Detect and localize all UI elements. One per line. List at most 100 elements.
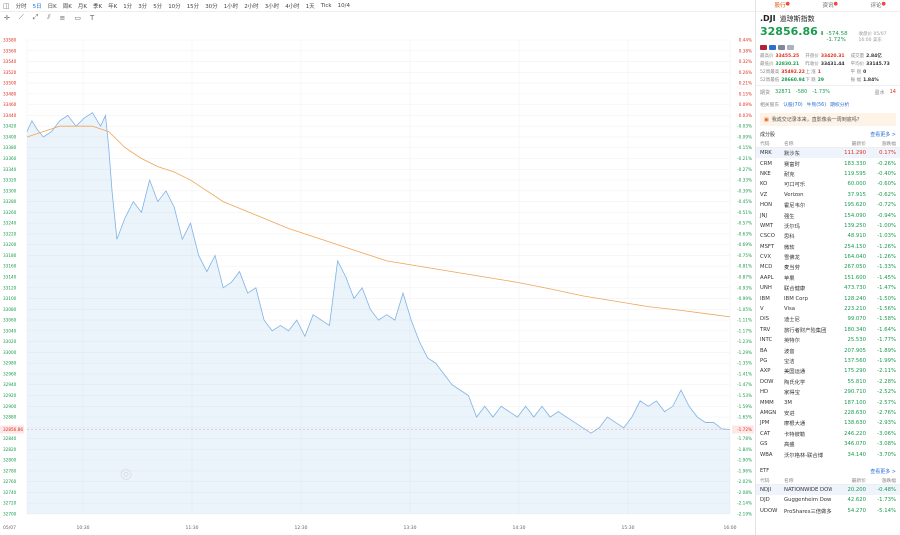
intraday-chart[interactable]: 33580 0.44% 33560 0.38% 33540 0.32% 33520 0.26%… [0, 24, 755, 535]
table-row[interactable]: VZ Verizon 37.915 -0.62% [756, 190, 900, 200]
tab-2[interactable]: 评论 ● [852, 0, 900, 11]
table-row[interactable]: CRM 赛富时 183.330 -0.26% [756, 158, 900, 168]
shape-tool-icon[interactable]: ▭ [74, 13, 82, 22]
table-row[interactable]: WMT 沃尔玛 139.250 -1.00% [756, 221, 900, 231]
tab-1[interactable]: 资讯 ● [804, 0, 852, 11]
table-row[interactable]: BA 波音 207.905 -1.89% [756, 345, 900, 355]
pct-tick-label: -2.14% [737, 501, 752, 506]
timeframe-15[interactable]: 3小时 [264, 3, 280, 10]
toolbar-extra-1[interactable]: Tick [320, 2, 332, 9]
row-name: ProShares三倍做多 [784, 508, 832, 515]
table-row[interactable]: JNJ 强生 154.090 -0.94% [756, 210, 900, 220]
timeframe-3[interactable]: 周K [62, 3, 72, 10]
table-row[interactable]: UNH 联合健康 473.730 -1.47% [756, 283, 900, 293]
ray-tool-icon[interactable]: ⤢ [32, 13, 39, 21]
table-row[interactable]: V Visa 223.210 -1.56% [756, 304, 900, 314]
price-tick-label: 33360 [3, 156, 17, 161]
price-tick-label: 32880 [3, 415, 17, 420]
table-row[interactable]: NKE 耐克 119.595 -0.40% [756, 169, 900, 179]
table-row[interactable]: CSCO 思科 48.910 -1.03% [756, 231, 900, 241]
table-row[interactable]: INTC 英特尔 25.530 -1.77% [756, 335, 900, 345]
watermark: ◎ [120, 466, 133, 482]
watch-icon[interactable] [769, 45, 776, 50]
table-row[interactable]: KO 可口可乐 60.000 -0.60% [756, 179, 900, 189]
table-row[interactable]: MCD 麦当劳 267.050 -1.33% [756, 262, 900, 272]
timeframe-10[interactable]: 10分 [168, 3, 181, 10]
timeframe-12[interactable]: 30分 [205, 3, 218, 10]
timeframe-2[interactable]: 日K [47, 3, 57, 10]
timeframe-16[interactable]: 4小时 [285, 3, 300, 10]
related-links: 相关股东 认股(70) 牛熊(56) 期权分析 [756, 99, 900, 110]
related-link-2[interactable]: 牛熊(56) [806, 103, 827, 108]
table-row[interactable]: HON 霍尼韦尔 195.620 -0.72% [756, 200, 900, 210]
row-change: -1.00% [877, 222, 896, 229]
table-row[interactable]: DJD Guggenheim Dow 42.620 -1.73% [756, 495, 900, 505]
column-header[interactable]: 最新价 [851, 142, 866, 147]
pct-tick-label: -1.29% [737, 350, 752, 355]
related-link-1[interactable]: 认股(70) [783, 103, 803, 108]
etf-more-link[interactable]: 查看更多 > [870, 468, 896, 475]
toolbar-extra-0[interactable]: 1天 [305, 3, 315, 10]
stat-value: 0 [863, 70, 867, 75]
table-row[interactable]: UDOW ProShares三倍做多 54.270 -5.14% [756, 506, 900, 516]
table-row[interactable]: DIS 迪士尼 99.070 -1.58% [756, 314, 900, 324]
timeframe-4[interactable]: 月K [77, 3, 87, 10]
table-row[interactable]: CAT 卡特彼勒 246.220 -3.06% [756, 429, 900, 439]
channel-tool-icon[interactable]: ⫽ [47, 13, 51, 21]
table-row[interactable]: GS 高盛 346.070 -3.08% [756, 439, 900, 449]
toolbar-extra-2[interactable]: 10/4 [337, 2, 350, 9]
row-name: 波音 [784, 348, 795, 355]
timeframe-0[interactable]: 分时 [15, 3, 27, 10]
fib-tool-icon[interactable]: ≡ [59, 13, 66, 22]
draw-icon[interactable]: ◫ [3, 1, 10, 10]
table-row[interactable]: PG 宝洁 137.560 -1.99% [756, 356, 900, 366]
line-tool-icon[interactable]: ⟋ [18, 13, 24, 21]
constituents-more-link[interactable]: 查看更多 > [870, 132, 896, 138]
column-header[interactable]: 代码 [760, 142, 770, 147]
timeframe-7[interactable]: 1分 [123, 3, 133, 10]
column-header[interactable]: 名称 [784, 478, 794, 484]
column-header[interactable]: 涨跌幅 [881, 142, 896, 147]
timeframe-5[interactable]: 季K [92, 3, 103, 10]
timeframe-8[interactable]: 3分 [138, 3, 148, 10]
crosshair-icon[interactable]: ✛ [4, 13, 10, 22]
table-row[interactable]: IBM IBM Corp 128.240 -1.50% [756, 293, 900, 303]
column-header[interactable]: 涨跌幅 [881, 478, 896, 484]
share-icon[interactable] [787, 45, 794, 50]
price-tick-label: 33140 [3, 275, 17, 280]
alert-icon[interactable] [778, 45, 785, 50]
column-header[interactable]: 名称 [784, 142, 794, 147]
timeframe-9[interactable]: 5分 [153, 3, 163, 10]
table-row[interactable]: AXP 美国运通 175.290 -2.11% [756, 366, 900, 376]
timeframe-13[interactable]: 1小时 [223, 3, 239, 10]
related-link-3[interactable]: 期权分析 [830, 103, 850, 108]
table-row[interactable]: MMM 3M 187.100 -2.57% [756, 397, 900, 407]
related-link-0[interactable]: 相关股东 [760, 103, 780, 108]
table-row[interactable]: MSFT 微软 254.150 -1.26% [756, 242, 900, 252]
table-row[interactable]: AAPL 苹果 151.600 -1.45% [756, 273, 900, 283]
column-header[interactable]: 代码 [760, 478, 770, 484]
timeframe-6[interactable]: 年K [108, 3, 118, 10]
table-row[interactable]: NDJI NATIONWIDE DOW 20.200 -0.48% [756, 484, 900, 496]
table-row[interactable]: AMGN 安进 228.630 -2.76% [756, 408, 900, 418]
pct-tick-label: -1.47% [737, 382, 752, 387]
column-header[interactable]: 最新价 [851, 478, 866, 484]
row-price: 20.200 [847, 486, 866, 493]
row-price: 207.905 [844, 347, 866, 354]
notice-banner[interactable]: ▣ 我成交记录本来，直影像会一周到底吗？ [760, 113, 896, 126]
row-code: AXP [760, 368, 771, 375]
table-row[interactable]: DOW 陶氏化学 55.810 -2.28% [756, 377, 900, 387]
timeframe-1[interactable]: 5日 [32, 3, 42, 10]
tab-0[interactable]: 股行 ● [756, 0, 804, 11]
table-row[interactable]: CVX 雪佛龙 164.040 -1.26% [756, 252, 900, 262]
timeframe-14[interactable]: 2小时 [244, 3, 259, 10]
stat-label: 上 涨 [805, 70, 816, 75]
table-row[interactable]: MRK 默沙东 111.290 0.17% [756, 148, 900, 159]
table-row[interactable]: HD 家得宝 290.710 -2.52% [756, 387, 900, 397]
table-row[interactable]: WBA 沃尔格林-联合博 34.140 -3.70% [756, 449, 900, 459]
text-tool-icon[interactable]: T [90, 13, 95, 22]
table-row[interactable]: JPM 摩根大通 138.630 -2.93% [756, 418, 900, 428]
price-tick-label: 33380 [3, 145, 17, 150]
timeframe-11[interactable]: 15分 [186, 3, 200, 10]
table-row[interactable]: TRV 旅行者财产险集团 180.340 -1.64% [756, 325, 900, 335]
